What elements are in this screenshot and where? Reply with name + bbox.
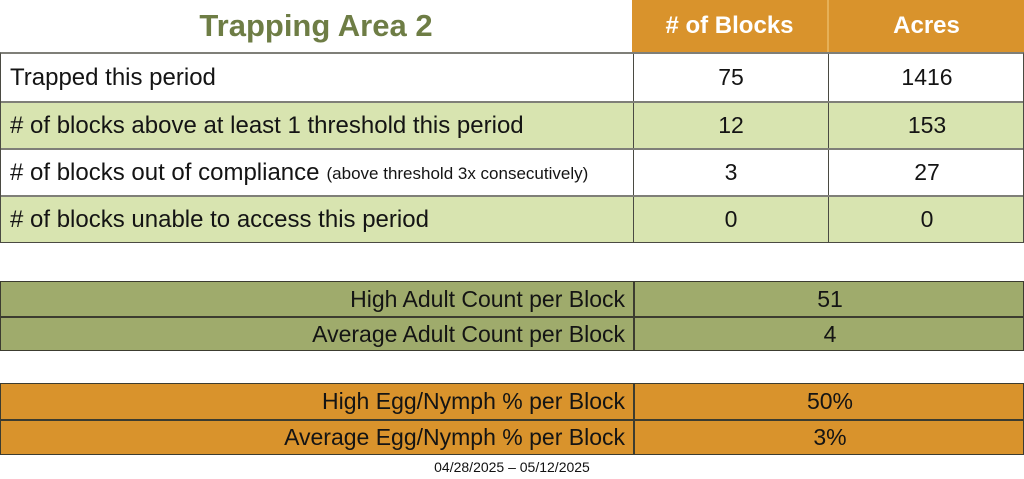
row-label: Average Adult Count per Block <box>312 320 625 347</box>
table-row-average-egg-nymph: Average Egg/Nymph % per Block 3% <box>1 419 1023 454</box>
table-row-unable-to-access: # of blocks unable to access this period… <box>1 195 1023 242</box>
row-label: # of blocks unable to access this period <box>1 197 633 242</box>
main-table: Trapping Area 2 # of Blocks Acres Trappe… <box>0 0 1024 243</box>
row-value: 51 <box>633 282 1024 316</box>
table-row-out-of-compliance: # of blocks out of compliance (above thr… <box>1 148 1023 195</box>
main-table-header-row: Trapping Area 2 # of Blocks Acres <box>0 0 1024 52</box>
column-header-blocks: # of Blocks <box>632 0 827 52</box>
table-row-high-egg-nymph: High Egg/Nymph % per Block 50% <box>1 384 1023 419</box>
row-value: 4 <box>633 318 1024 350</box>
table-row-above-threshold: # of blocks above at least 1 threshold t… <box>1 101 1023 148</box>
table-row-average-adult: Average Adult Count per Block 4 <box>1 316 1023 350</box>
page-title: Trapping Area 2 <box>199 8 433 43</box>
row-value: 3% <box>633 421 1024 454</box>
acres-value: 1416 <box>828 54 1024 101</box>
row-label: # of blocks above at least 1 threshold t… <box>1 103 633 148</box>
acres-value: 27 <box>828 150 1024 195</box>
row-label: High Adult Count per Block <box>350 285 625 312</box>
adult-count-table: High Adult Count per Block 51 Average Ad… <box>0 281 1024 351</box>
main-table-body: Trapped this period 75 1416 # of blocks … <box>0 52 1024 243</box>
row-label-text: # of blocks above at least 1 threshold t… <box>10 111 524 139</box>
row-label: Trapped this period <box>1 54 633 101</box>
row-label-text: # of blocks out of compliance <box>10 158 320 186</box>
row-label: # of blocks out of compliance (above thr… <box>1 150 633 195</box>
date-range: 04/28/2025 – 05/12/2025 <box>434 459 590 475</box>
blocks-value: 0 <box>633 197 828 242</box>
row-label: High Egg/Nymph % per Block <box>322 388 625 414</box>
acres-value: 0 <box>828 197 1024 242</box>
row-label: Average Egg/Nymph % per Block <box>284 424 625 450</box>
acres-value: 153 <box>828 103 1024 148</box>
row-value: 50% <box>633 384 1024 419</box>
blocks-value: 3 <box>633 150 828 195</box>
row-label-text: # of blocks unable to access this period <box>10 205 429 233</box>
row-label-note: (above threshold 3x consecutively) <box>326 164 589 183</box>
egg-nymph-table: High Egg/Nymph % per Block 50% Average E… <box>0 383 1024 455</box>
blocks-value: 12 <box>633 103 828 148</box>
blocks-value: 75 <box>633 54 828 101</box>
table-row-high-adult: High Adult Count per Block 51 <box>1 282 1023 316</box>
column-header-acres: Acres <box>827 0 1024 52</box>
row-label-text: Trapped this period <box>10 63 216 91</box>
table-row-trapped: Trapped this period 75 1416 <box>1 54 1023 101</box>
